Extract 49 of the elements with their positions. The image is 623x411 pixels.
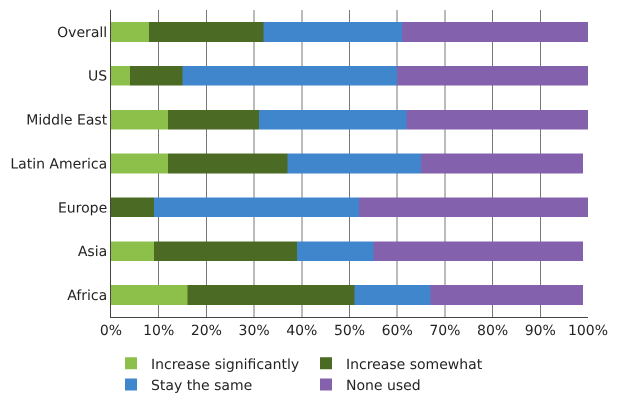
y-tick-label: Latin America — [10, 156, 108, 172]
y-tick-label: Africa — [67, 288, 108, 304]
bar — [297, 241, 374, 262]
bar — [258, 110, 407, 130]
y-tick-label: Europe — [58, 200, 108, 216]
legend-label: Stay the same — [151, 378, 252, 394]
y-tick-label: Asia — [78, 244, 108, 260]
y-tick-label: Overall — [57, 24, 108, 41]
bar — [287, 154, 422, 174]
y-tick-label: US — [88, 68, 108, 85]
y-tick-label: Middle East — [26, 112, 108, 129]
bar — [168, 154, 288, 174]
bar — [402, 22, 588, 42]
bar — [111, 22, 150, 42]
bar — [373, 241, 584, 262]
x-tick-label: 20% — [190, 322, 222, 339]
bar — [354, 285, 431, 305]
bar — [154, 241, 298, 262]
legend-label: Increase significantly — [151, 356, 300, 373]
bar — [397, 66, 588, 86]
legend-label: Increase somewhat — [346, 356, 483, 373]
x-tick-label: 0% — [100, 322, 122, 339]
bar — [154, 197, 360, 218]
x-tick-label: 50% — [334, 322, 366, 339]
x-tick-label: 40% — [286, 322, 318, 339]
bar — [430, 285, 584, 305]
bar — [264, 22, 402, 42]
bar — [111, 197, 154, 218]
bar — [359, 197, 588, 218]
bar — [168, 110, 259, 130]
bar — [130, 66, 183, 86]
bar — [111, 154, 168, 174]
bar — [421, 154, 584, 174]
x-tick-label: 60% — [382, 322, 413, 339]
legend-label: None used — [346, 378, 421, 394]
bar — [111, 241, 154, 262]
x-tick-label: 90% — [524, 322, 556, 339]
x-tick-label: 100% — [568, 322, 608, 339]
x-tick-label: 70% — [429, 322, 460, 339]
bar — [182, 66, 398, 86]
bar — [187, 285, 354, 305]
bar — [111, 110, 168, 130]
bar — [149, 22, 264, 42]
x-tick-label: 80% — [477, 322, 508, 339]
bar — [406, 110, 588, 130]
bar — [111, 66, 130, 86]
x-tick-label: 10% — [143, 322, 174, 339]
bar — [111, 285, 188, 305]
x-tick-label: 30% — [238, 322, 270, 339]
